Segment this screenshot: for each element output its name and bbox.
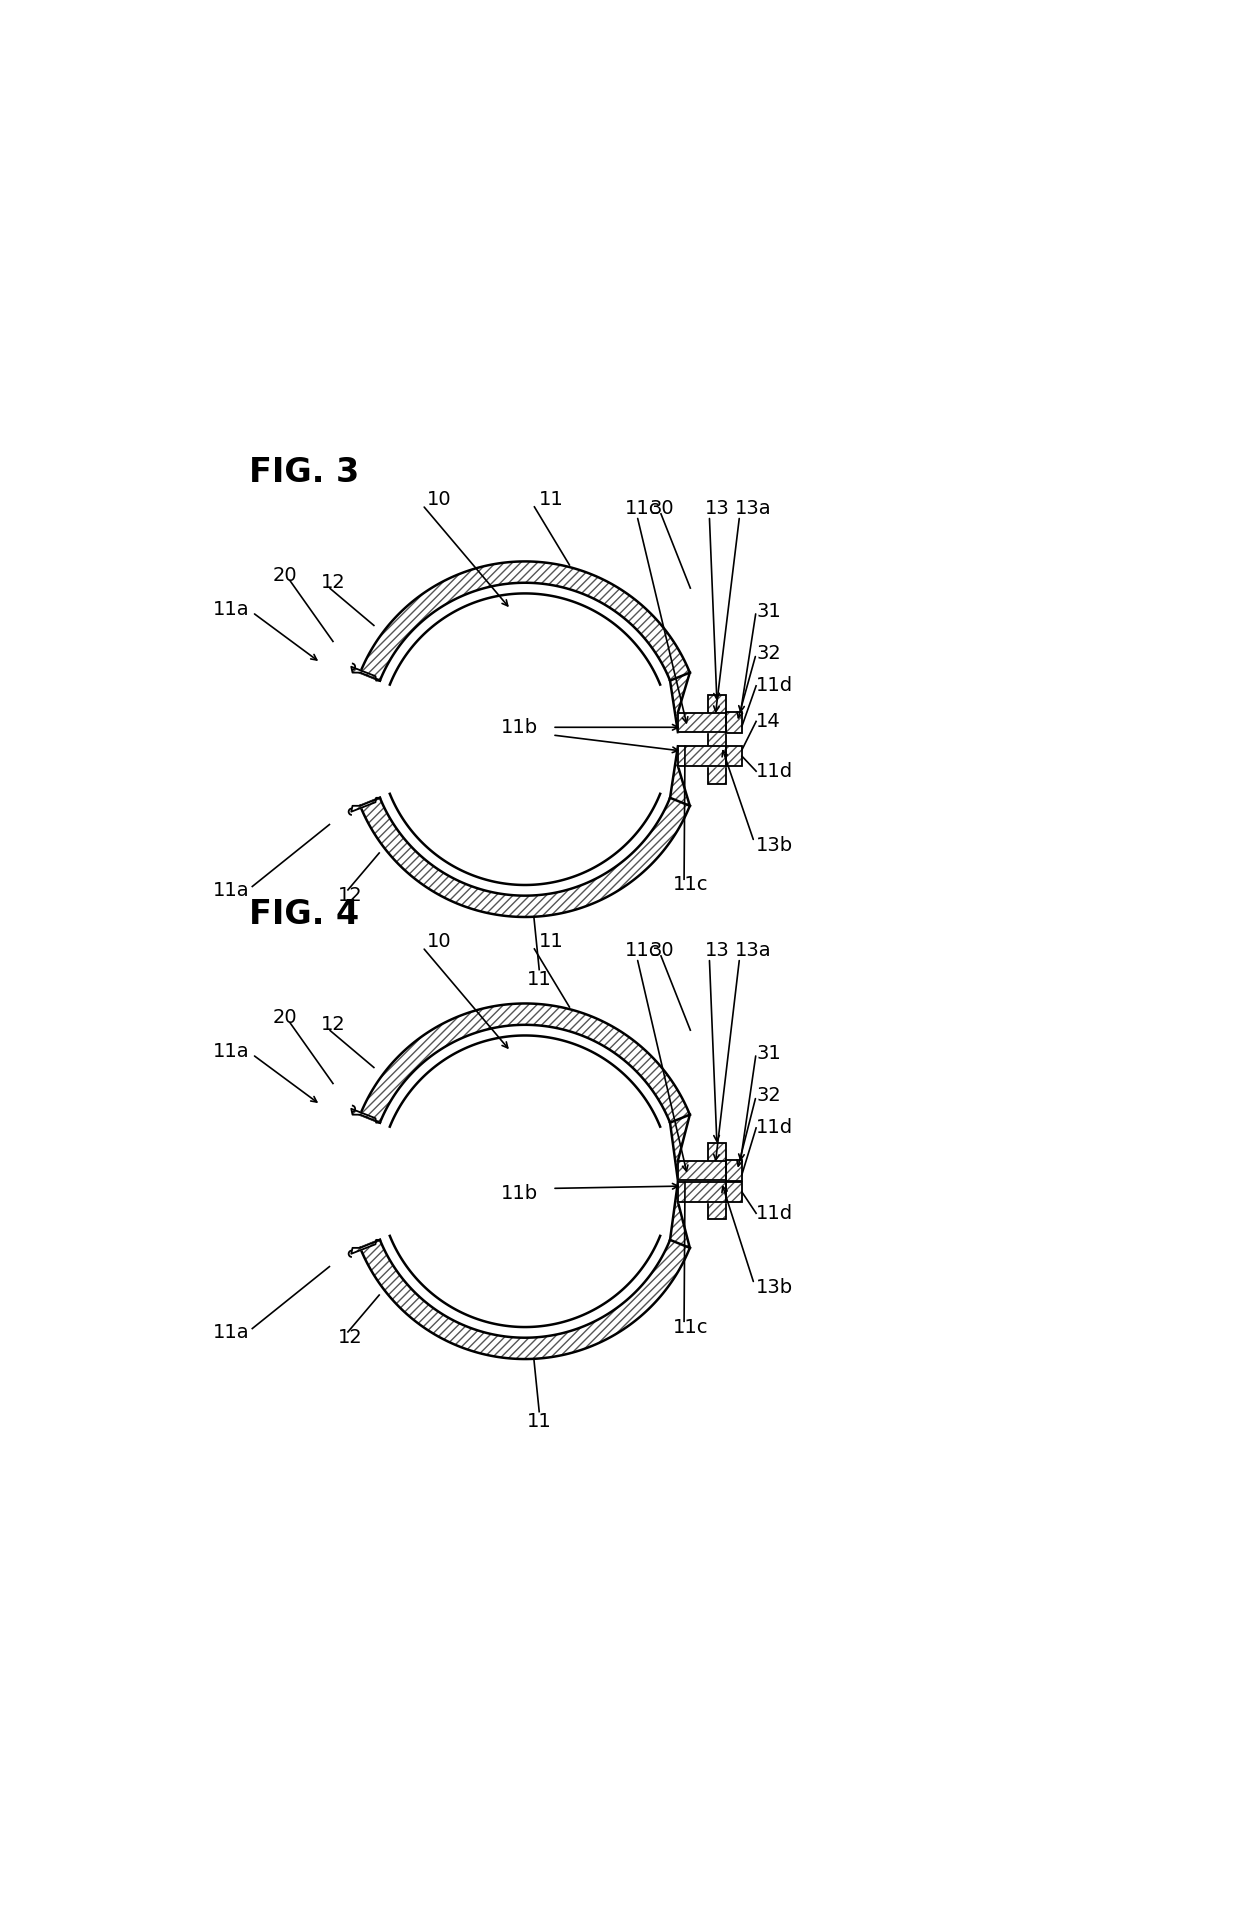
Bar xyxy=(725,745,742,766)
Text: 11d: 11d xyxy=(756,1204,794,1224)
Text: 11c: 11c xyxy=(625,940,660,959)
Text: 30: 30 xyxy=(650,498,675,517)
Bar xyxy=(725,1181,742,1202)
Text: 11a: 11a xyxy=(213,880,249,899)
Text: 11c: 11c xyxy=(625,498,660,517)
Text: 11d: 11d xyxy=(756,676,794,695)
Text: 13: 13 xyxy=(704,940,729,959)
Text: 11d: 11d xyxy=(756,762,794,782)
Text: 10: 10 xyxy=(428,932,451,951)
Polygon shape xyxy=(351,1239,379,1254)
Text: 11: 11 xyxy=(527,1411,552,1430)
Polygon shape xyxy=(678,712,725,731)
Text: FIG. 4: FIG. 4 xyxy=(249,897,360,930)
Bar xyxy=(725,1160,742,1181)
Text: 11c: 11c xyxy=(672,876,708,894)
Text: 13a: 13a xyxy=(735,498,771,517)
Polygon shape xyxy=(678,1160,725,1181)
Text: 13: 13 xyxy=(704,498,729,517)
Bar xyxy=(725,712,742,733)
Text: 20: 20 xyxy=(273,1007,298,1027)
Text: 20: 20 xyxy=(273,565,298,585)
Polygon shape xyxy=(360,562,689,681)
Text: 14: 14 xyxy=(756,712,781,731)
Bar xyxy=(678,1183,725,1202)
Text: 11c: 11c xyxy=(672,1318,708,1337)
Polygon shape xyxy=(670,747,689,807)
Polygon shape xyxy=(360,797,689,917)
Text: 13b: 13b xyxy=(756,1278,794,1297)
Polygon shape xyxy=(670,1183,689,1249)
Polygon shape xyxy=(678,747,725,766)
Text: 11: 11 xyxy=(527,969,552,988)
Text: FIG. 3: FIG. 3 xyxy=(249,455,360,488)
Text: 12: 12 xyxy=(339,1328,363,1347)
Polygon shape xyxy=(725,712,742,733)
Polygon shape xyxy=(670,674,689,731)
Text: 12: 12 xyxy=(339,886,363,905)
Text: 31: 31 xyxy=(756,602,781,621)
Polygon shape xyxy=(678,1183,725,1202)
Text: 11: 11 xyxy=(539,932,564,951)
Text: 32: 32 xyxy=(756,1087,781,1106)
Bar xyxy=(708,695,725,784)
Text: 11a: 11a xyxy=(213,1042,249,1062)
Bar xyxy=(678,1160,725,1181)
Bar xyxy=(678,712,725,731)
Text: 12: 12 xyxy=(320,573,345,593)
Polygon shape xyxy=(351,1108,379,1123)
Polygon shape xyxy=(708,1143,725,1220)
Polygon shape xyxy=(725,1181,742,1202)
Text: 11b: 11b xyxy=(501,718,538,737)
Polygon shape xyxy=(351,666,379,681)
Text: 11a: 11a xyxy=(213,1322,249,1341)
Text: 12: 12 xyxy=(320,1015,345,1034)
Polygon shape xyxy=(360,1004,689,1123)
Bar xyxy=(708,1143,725,1220)
Polygon shape xyxy=(670,1116,689,1181)
Polygon shape xyxy=(725,745,742,766)
Text: 11d: 11d xyxy=(756,1117,794,1137)
Text: 31: 31 xyxy=(756,1044,781,1063)
Polygon shape xyxy=(351,797,379,813)
Text: 13b: 13b xyxy=(756,836,794,855)
Text: 30: 30 xyxy=(650,940,675,959)
Polygon shape xyxy=(360,1239,689,1359)
Text: 32: 32 xyxy=(756,645,781,664)
Text: 11: 11 xyxy=(539,490,564,510)
Text: 11b: 11b xyxy=(501,1183,538,1202)
Polygon shape xyxy=(725,1160,742,1181)
Text: 13a: 13a xyxy=(735,940,771,959)
Polygon shape xyxy=(708,695,725,784)
Text: 10: 10 xyxy=(428,490,451,510)
Bar xyxy=(678,747,725,766)
Text: 11a: 11a xyxy=(213,600,249,620)
